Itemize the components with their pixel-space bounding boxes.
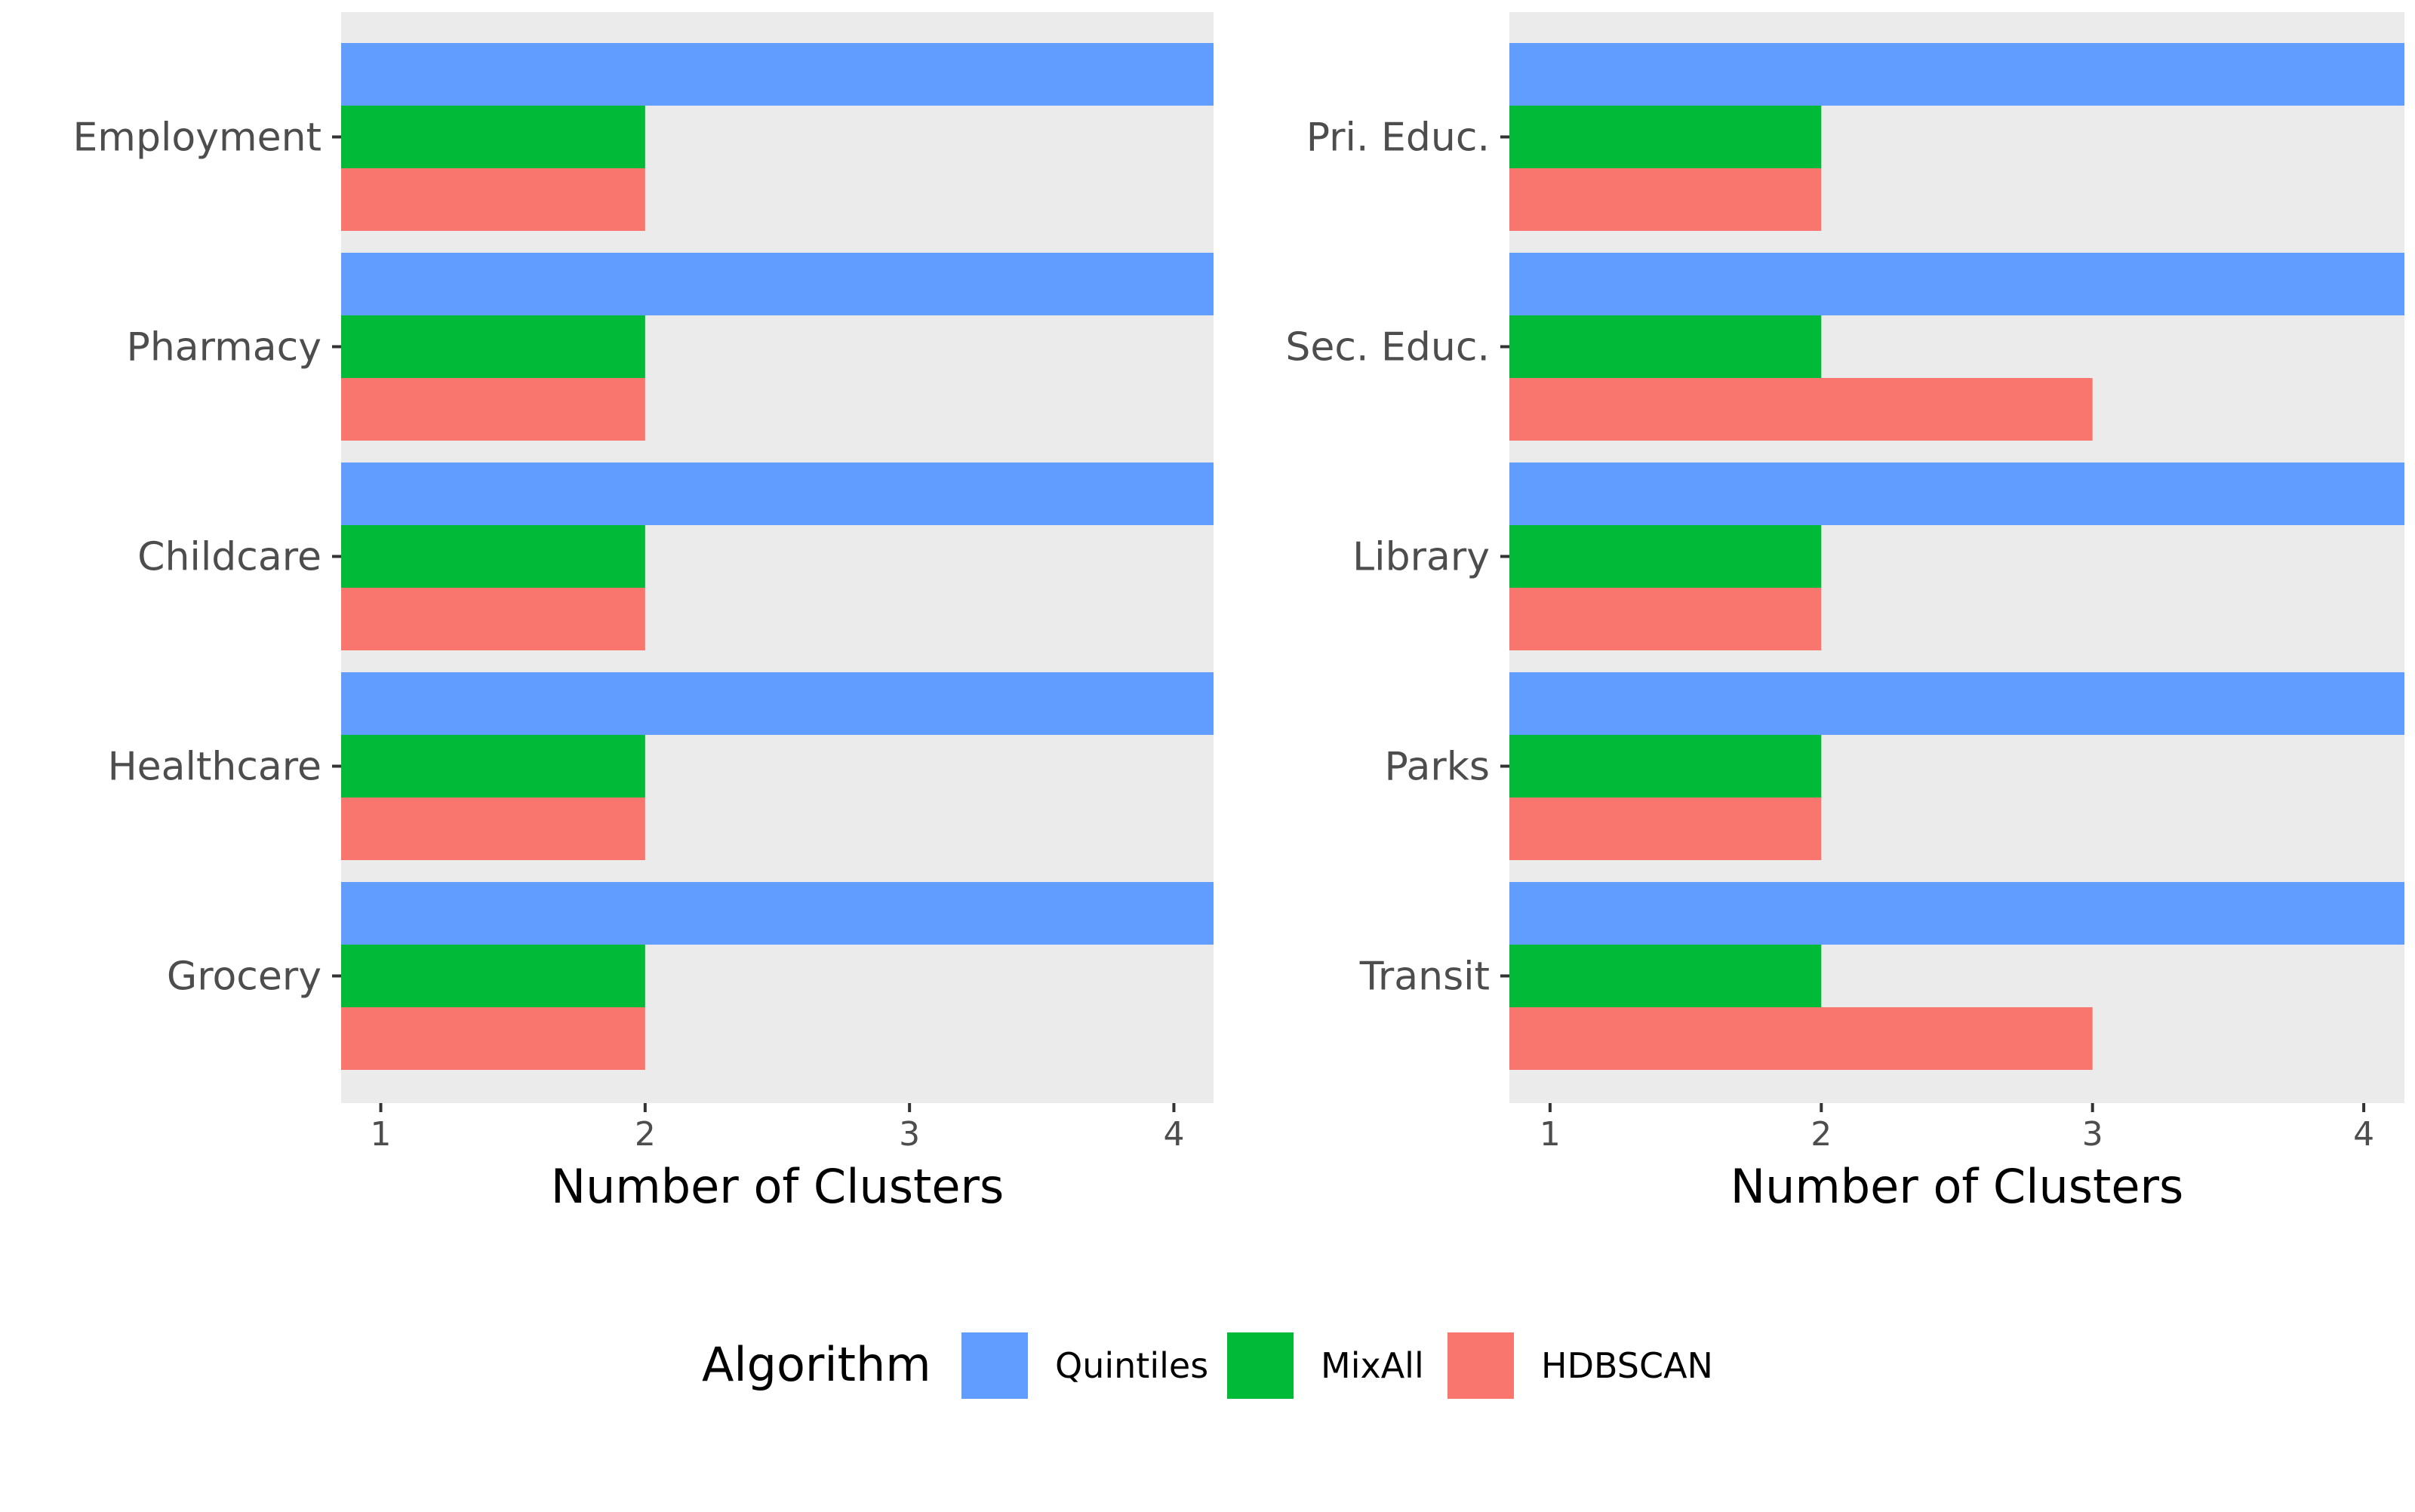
x-tick-label: 2 [635,1115,656,1154]
legend-key-hdbscan [1447,1332,1514,1399]
bar-mixall-parks [1509,735,1822,797]
x-tick-label: 1 [371,1115,392,1154]
bar-quintiles-sec-educ [1509,253,2404,315]
category-label: Pharmacy [126,325,321,370]
bar-quintiles-library [1509,463,2404,525]
legend-key-mixall [1227,1332,1294,1399]
category-label: Childcare [137,535,321,580]
bar-quintiles-childcare [341,463,1214,525]
bar-hdbscan-sec-educ [1509,378,2093,441]
bar-hdbscan-employment [341,168,645,231]
bar-hdbscan-pharmacy [341,378,645,441]
category-label: Library [1352,535,1490,580]
bar-quintiles-pharmacy [341,253,1214,315]
bar-hdbscan-healthcare [341,797,645,860]
x-axis-title: Number of Clusters [1730,1159,2184,1214]
legend-label-hdbscan: HDBSCAN [1541,1345,1713,1386]
category-label: Grocery [167,954,321,1000]
x-tick-label: 4 [2353,1115,2374,1154]
bar-mixall-grocery [341,945,645,1007]
x-tick-label: 2 [1810,1115,1832,1154]
x-tick-label: 4 [1163,1115,1184,1154]
x-tick-label: 1 [1540,1115,1561,1154]
bar-quintiles-grocery [341,882,1214,945]
category-label: Employment [72,115,321,161]
bar-mixall-healthcare [341,735,645,797]
category-label: Healthcare [108,745,321,790]
bar-quintiles-healthcare [341,672,1214,735]
bar-quintiles-pri-educ [1509,43,2404,106]
bar-mixall-employment [341,106,645,168]
bar-hdbscan-grocery [341,1007,645,1070]
bar-mixall-pharmacy [341,315,645,378]
category-label: Sec. Educ. [1285,325,1490,370]
legend-title: Algorithm [702,1337,931,1392]
bar-hdbscan-library [1509,588,1822,650]
category-label: Parks [1385,745,1490,790]
bar-hdbscan-childcare [341,588,645,650]
bar-mixall-transit [1509,945,1822,1007]
category-label: Pri. Educ. [1306,115,1490,161]
bar-mixall-sec-educ [1509,315,1822,378]
legend-label-mixall: MixAll [1321,1345,1424,1386]
bar-quintiles-parks [1509,672,2404,735]
bar-hdbscan-pri-educ [1509,168,1822,231]
bar-mixall-library [1509,525,1822,588]
x-tick-label: 3 [2082,1115,2103,1154]
bar-mixall-childcare [341,525,645,588]
bar-mixall-pri-educ [1509,106,1822,168]
bar-hdbscan-parks [1509,797,1822,860]
legend-label-quintiles: Quintiles [1055,1345,1208,1386]
x-axis-title: Number of Clusters [551,1159,1004,1214]
bar-quintiles-employment [341,43,1214,106]
x-tick-label: 3 [899,1115,920,1154]
category-label: Transit [1359,954,1490,1000]
bar-quintiles-transit [1509,882,2404,945]
bar-hdbscan-transit [1509,1007,2093,1070]
legend-key-quintiles [961,1332,1028,1399]
